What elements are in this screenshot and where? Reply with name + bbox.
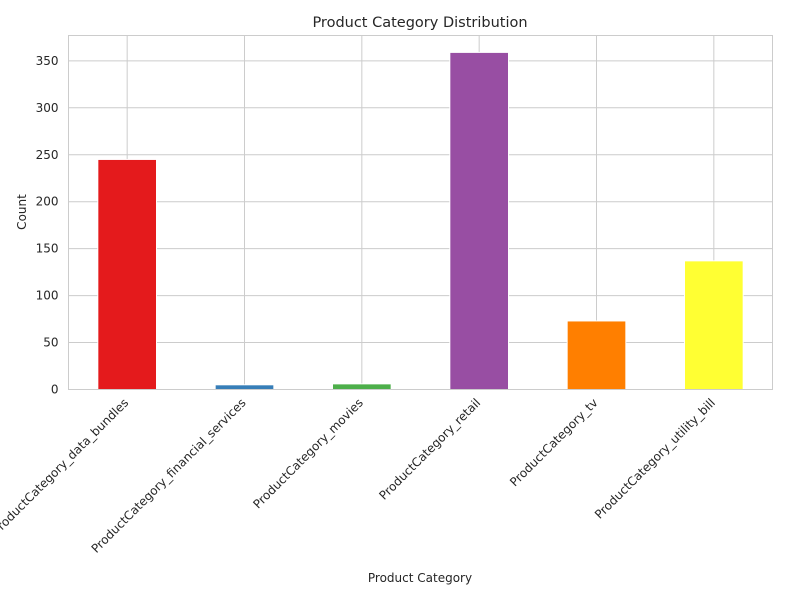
chart-title: Product Category Distribution [312, 15, 527, 31]
x-axis-label: Product Category [368, 571, 472, 585]
bars [97, 51, 744, 391]
y-ticks: 0 50 100 150 200 250 300 350 [36, 54, 59, 397]
y-tick-label: 150 [36, 242, 59, 256]
y-tick-label: 50 [43, 336, 58, 350]
bar-ProductCategory_utility_bill [684, 260, 744, 390]
y-axis-label: Count [15, 194, 29, 230]
x-tick-label: ProductCategory_utility_bill [592, 396, 718, 522]
x-tick-label: ProductCategory_movies [250, 396, 366, 512]
bar-ProductCategory_data_bundles [97, 158, 158, 390]
bar-ProductCategory_financial_services [214, 384, 275, 391]
plot-frame [68, 35, 773, 390]
y-tick-label: 350 [36, 54, 59, 68]
bar-ProductCategory_retail [449, 51, 510, 390]
y-tick-label: 250 [36, 148, 59, 162]
y-tick-label: 300 [36, 101, 59, 115]
x-tick-label: ProductCategory_retail [376, 396, 483, 503]
x-tick-label: ProductCategory_data_bundles [0, 396, 131, 538]
y-tick-label: 0 [51, 383, 59, 397]
y-tick-label: 100 [36, 289, 59, 303]
x-tick-label: ProductCategory_tv [507, 396, 600, 489]
bar-ProductCategory_movies [332, 383, 392, 391]
y-tick-label: 200 [36, 195, 59, 209]
bar-ProductCategory_tv [566, 320, 627, 390]
x-ticks: ProductCategory_data_bundles ProductCateg… [0, 396, 718, 556]
grid [68, 35, 773, 390]
